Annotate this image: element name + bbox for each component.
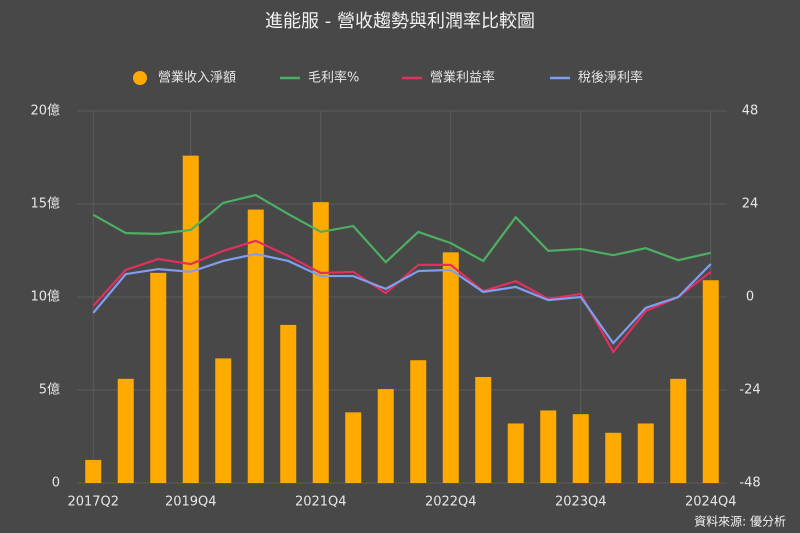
x-tick-label: 2019Q4	[165, 495, 217, 510]
bar	[702, 280, 719, 483]
legend-label: 營業收入淨額	[158, 70, 236, 86]
x-tick-label: 2017Q2	[67, 495, 119, 510]
line	[92, 193, 711, 264]
bar	[85, 459, 102, 483]
bar	[312, 202, 329, 483]
source: 資料來源: 優分析	[694, 515, 786, 529]
legend-label: 營業利益率	[430, 70, 495, 86]
chart-title: 進能服 - 營收趨勢與利潤率比較圖	[265, 11, 535, 32]
bar	[507, 423, 524, 483]
y2-tick-label: 24	[742, 197, 759, 212]
legend-label: 毛利率%	[308, 70, 359, 86]
x-tick-label: 2021Q4	[295, 495, 347, 510]
bar	[280, 324, 297, 483]
bar	[247, 209, 264, 483]
bar	[117, 378, 134, 483]
bar	[215, 358, 232, 483]
y2-tick-label: -24	[739, 383, 760, 398]
bar	[410, 360, 427, 483]
bar	[605, 432, 622, 483]
bar	[637, 423, 654, 483]
bar	[377, 389, 394, 483]
x-tick-label: 2022Q4	[425, 495, 477, 510]
x-tick-label: 2024Q4	[685, 495, 737, 510]
legend-label: 稅後淨利率	[578, 70, 643, 86]
y2-tick-label: 48	[742, 104, 759, 119]
y-tick-label: 15億	[30, 196, 60, 212]
x-tick-label: 2023Q4	[555, 495, 607, 510]
y-tick-label: 5億	[39, 382, 60, 398]
y2-tick-label: -48	[739, 476, 760, 491]
bar	[670, 378, 687, 483]
y-tick-label: 20億	[30, 103, 60, 119]
bar	[150, 272, 167, 483]
line	[92, 252, 712, 345]
bar	[540, 410, 557, 483]
bar	[182, 155, 199, 483]
bar	[572, 414, 589, 483]
bar	[345, 412, 362, 483]
legend-swatch	[133, 71, 147, 85]
y-tick-label: 0	[52, 476, 60, 491]
y-tick-label: 10億	[30, 289, 60, 305]
y2-tick-label: 0	[746, 290, 754, 305]
bar	[442, 252, 459, 483]
bar	[475, 376, 492, 483]
